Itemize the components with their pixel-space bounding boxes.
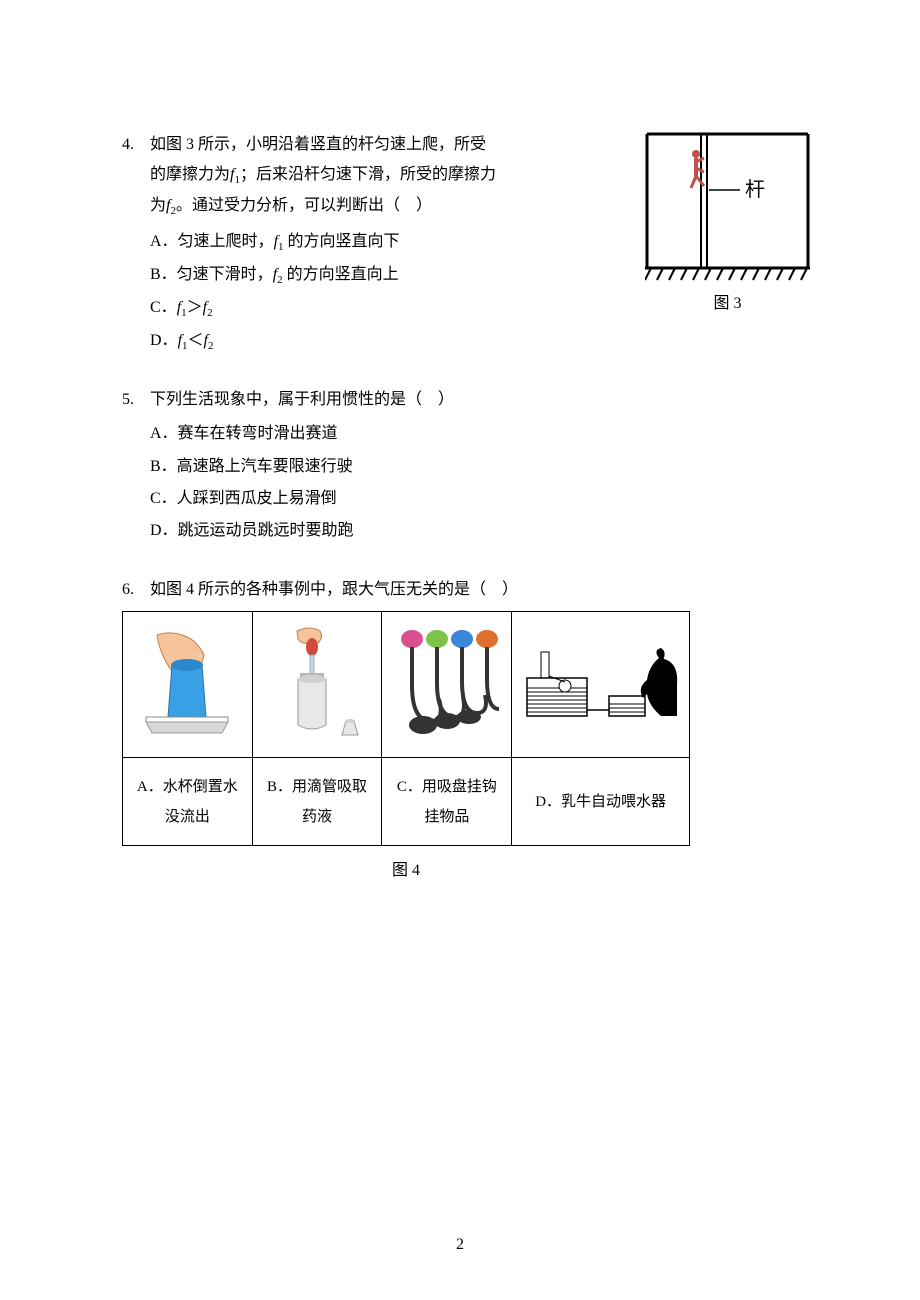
option-d: D．跳远运动员跳远时要助跑 xyxy=(150,516,770,546)
option-c: C．人踩到西瓜皮上易滑倒 xyxy=(150,484,770,514)
option-a: A．匀速上爬时，f1 的方向竖直向下 xyxy=(150,227,770,258)
question-5: 5. 下列生活现象中，属于利用惯性的是（ ） A．赛车在转弯时滑出赛道 B．高速… xyxy=(150,385,770,547)
option-d: D．f1＜f2 xyxy=(150,326,770,357)
figure-4-table: A．水杯倒置水 没流出 B．用滴管吸取 药液 C．用吸盘挂钩 挂物品 D．乳牛自… xyxy=(122,611,690,846)
options: A．匀速上爬时，f1 的方向竖直向下 B．匀速下滑时，f2 的方向竖直向上 C．… xyxy=(150,227,770,357)
cell-image-a xyxy=(123,612,253,758)
inverted-cup-icon xyxy=(132,625,242,745)
question-stem: 如图 3 所示，小明沿着竖直的杆匀速上爬，所受 的摩擦力为f1；后来沿杆匀速下滑… xyxy=(150,130,770,223)
options: A．赛车在转弯时滑出赛道 B．高速路上汽车要限速行驶 C．人踩到西瓜皮上易滑倒 … xyxy=(150,419,770,547)
page-number: 2 xyxy=(0,1230,920,1260)
caption-a: A．水杯倒置水 没流出 xyxy=(123,758,253,846)
cow-waterer-icon xyxy=(521,630,681,740)
option-a: A．赛车在转弯时滑出赛道 xyxy=(150,419,770,449)
option-b: B．匀速下滑时，f2 的方向竖直向上 xyxy=(150,260,770,291)
question-4: 4. 如图 3 所示，小明沿着竖直的杆匀速上爬，所受 的摩擦力为f1；后来沿杆匀… xyxy=(150,130,770,357)
question-number: 5. xyxy=(122,385,134,415)
suction-hooks-icon xyxy=(387,625,507,745)
question-stem: 如图 4 所示的各种事例中，跟大气压无关的是（ ） xyxy=(150,575,770,605)
cell-image-b xyxy=(252,612,382,758)
question-number: 6. xyxy=(122,575,134,605)
cell-image-d xyxy=(512,612,690,758)
caption-b: B．用滴管吸取 药液 xyxy=(252,758,382,846)
question-6: 6. 如图 4 所示的各种事例中，跟大气压无关的是（ ） xyxy=(122,575,770,887)
option-b: B．高速路上汽车要限速行驶 xyxy=(150,452,770,482)
cell-image-c xyxy=(382,612,512,758)
caption-d: D．乳牛自动喂水器 xyxy=(512,758,690,846)
caption-c: C．用吸盘挂钩 挂物品 xyxy=(382,758,512,846)
page: 杆 图 3 4. 如图 3 所示，小明沿着竖直的杆匀速上爬，所受 的摩擦力为f1… xyxy=(0,0,920,1300)
option-c: C．f1＞f2 xyxy=(150,293,770,324)
question-stem: 下列生活现象中，属于利用惯性的是（ ） xyxy=(150,385,770,415)
figure-4-caption: 图 4 xyxy=(122,856,690,886)
question-number: 4. xyxy=(122,130,134,160)
dropper-icon xyxy=(262,625,372,745)
